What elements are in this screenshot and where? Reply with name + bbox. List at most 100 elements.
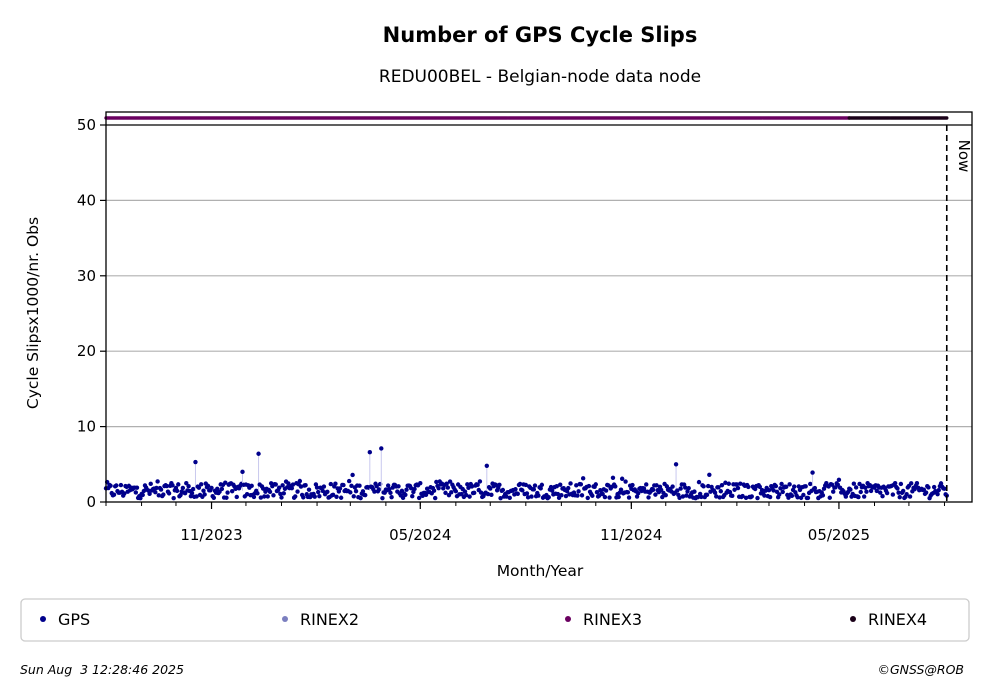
- legend-label-gps: GPS: [58, 610, 90, 629]
- gps-point: [176, 482, 181, 487]
- gps-point: [738, 481, 743, 486]
- gps-point: [290, 482, 296, 487]
- gps-point: [441, 486, 446, 491]
- gps-point: [923, 490, 929, 495]
- gps-point: [277, 485, 282, 490]
- gps-points: [103, 446, 949, 501]
- gps-point: [896, 490, 901, 495]
- y-axis-label: Cycle Slipsx1000/nr. Obs: [24, 217, 42, 409]
- gps-point: [280, 483, 285, 488]
- gps-point: [678, 486, 683, 491]
- legend-marker-rinex2: [282, 616, 288, 622]
- gps-point: [524, 491, 530, 496]
- gps-point: [646, 495, 651, 500]
- gps-point: [843, 494, 849, 499]
- gps-point: [808, 481, 813, 487]
- gps-point: [229, 488, 235, 494]
- gps-point: [410, 494, 415, 499]
- gps-point: [890, 492, 896, 497]
- gps-point: [467, 494, 472, 499]
- gps-point: [820, 493, 826, 498]
- gps-point: [201, 488, 206, 493]
- gps-point: [757, 484, 763, 490]
- gps-point: [670, 484, 675, 489]
- gps-point: [278, 491, 283, 497]
- gps-point: [714, 494, 719, 499]
- gps-point: [853, 485, 859, 490]
- gps-point: [385, 483, 391, 488]
- y-tick-label-20: 20: [77, 342, 96, 360]
- gps-point: [585, 495, 590, 501]
- gps-point: [789, 493, 795, 498]
- gps-point: [434, 479, 439, 485]
- legend-marker-rinex4: [850, 616, 856, 622]
- gps-point: [735, 485, 741, 491]
- gps-point: [436, 485, 441, 491]
- gps-point: [374, 483, 379, 489]
- gps-point: [189, 490, 195, 496]
- gps-point: [146, 488, 151, 493]
- gps-point: [209, 485, 214, 491]
- gps-point: [603, 488, 609, 493]
- gps-point: [912, 486, 917, 492]
- gps-point: [488, 486, 493, 491]
- gps-point: [634, 494, 640, 499]
- gps-point: [707, 472, 712, 478]
- gps-point: [333, 481, 338, 486]
- gps-point: [767, 494, 773, 500]
- gps-point: [868, 488, 874, 494]
- gps-point: [660, 494, 665, 500]
- now-label: Now: [955, 140, 973, 173]
- gps-point: [240, 469, 245, 475]
- gps-point: [346, 478, 352, 484]
- gps-point: [695, 495, 701, 500]
- gps-point: [653, 492, 658, 497]
- gps-point: [341, 482, 346, 488]
- gps-point: [578, 482, 584, 487]
- gps-point: [412, 486, 417, 492]
- gps-point: [579, 493, 585, 498]
- gps-point: [827, 495, 832, 500]
- gps-point: [517, 481, 523, 487]
- chart-title: Number of GPS Cycle Slips: [383, 23, 698, 47]
- gps-point: [484, 463, 490, 469]
- gps-point: [171, 495, 176, 501]
- gps-point: [898, 481, 904, 487]
- gps-point: [489, 492, 494, 498]
- gps-point: [337, 486, 343, 491]
- y-tick-label-30: 30: [77, 267, 96, 285]
- gps-point: [705, 483, 711, 489]
- gps-point: [166, 491, 172, 496]
- gps-point: [418, 480, 423, 486]
- gps-point: [723, 480, 728, 485]
- gps-point: [692, 489, 697, 494]
- gps-point: [931, 484, 937, 490]
- gps-point: [623, 479, 628, 484]
- gps-point: [297, 478, 303, 484]
- gps-point: [856, 494, 861, 500]
- gps-point: [108, 483, 113, 488]
- y-tick-label-40: 40: [77, 191, 96, 209]
- gps-point: [618, 487, 624, 492]
- gps-point: [184, 480, 189, 486]
- gps-point: [795, 495, 800, 500]
- gps-point: [755, 495, 760, 501]
- gps-point: [190, 486, 196, 492]
- gps-point: [265, 494, 270, 499]
- gps-point: [884, 490, 890, 496]
- gps-point: [289, 485, 295, 491]
- gps-point: [586, 483, 592, 489]
- gps-point: [717, 495, 722, 500]
- gps-point: [351, 494, 356, 499]
- gps-point: [170, 483, 175, 488]
- gps-point: [466, 485, 471, 490]
- gps-point: [861, 494, 867, 499]
- gps-point: [525, 495, 531, 500]
- gps-point: [320, 488, 325, 494]
- gps-point: [602, 494, 608, 500]
- gps-point: [762, 493, 767, 498]
- gps-point: [389, 494, 394, 500]
- gps-point: [513, 487, 518, 492]
- gps-point: [531, 487, 537, 492]
- y-tick-label-0: 0: [86, 493, 96, 511]
